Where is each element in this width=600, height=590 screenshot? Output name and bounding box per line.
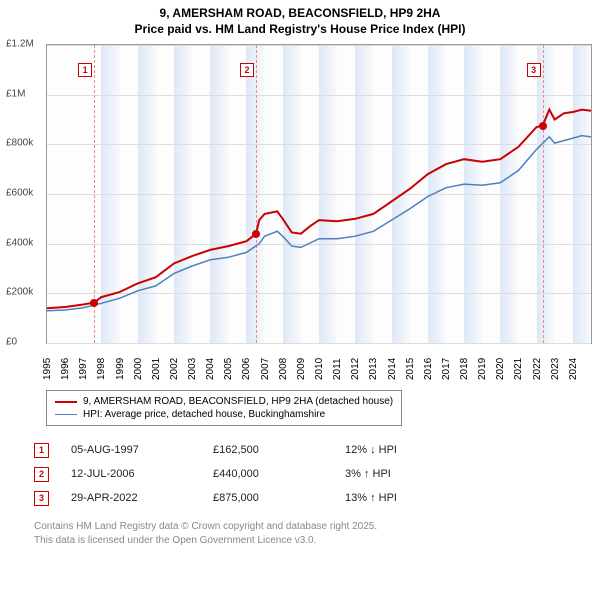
x-axis-label: 2005 xyxy=(223,358,234,380)
y-axis-label: £400k xyxy=(6,237,33,248)
y-axis-label: £600k xyxy=(6,188,33,199)
x-axis-label: 2023 xyxy=(550,358,561,380)
table-price: £162,500 xyxy=(213,444,323,456)
y-axis-label: £1M xyxy=(6,88,25,99)
table-marker: 2 xyxy=(34,467,49,482)
x-axis-label: 2000 xyxy=(133,358,144,380)
x-axis-label: 2019 xyxy=(477,358,488,380)
x-axis-label: 2012 xyxy=(350,358,361,380)
x-axis-label: 2004 xyxy=(205,358,216,380)
x-axis-label: 2013 xyxy=(368,358,379,380)
y-axis-label: £200k xyxy=(6,287,33,298)
footer-line-2: This data is licensed under the Open Gov… xyxy=(34,534,377,548)
x-axis-label: 2020 xyxy=(495,358,506,380)
table-date: 05-AUG-1997 xyxy=(71,444,191,456)
legend-row: HPI: Average price, detached house, Buck… xyxy=(55,408,393,421)
footer-attribution: Contains HM Land Registry data © Crown c… xyxy=(34,520,377,547)
table-marker: 3 xyxy=(34,491,49,506)
x-axis-label: 2010 xyxy=(314,358,325,380)
table-row: 2 12-JUL-2006 £440,000 3% ↑ HPI xyxy=(34,462,435,486)
table-row: 1 05-AUG-1997 £162,500 12% ↓ HPI xyxy=(34,438,435,462)
series-hpi xyxy=(47,136,591,311)
chart-area: 1 2 3 xyxy=(46,44,592,344)
x-axis-label: 1995 xyxy=(42,358,53,380)
y-axis-label: £800k xyxy=(6,138,33,149)
table-date: 12-JUL-2006 xyxy=(71,468,191,480)
marker-dot xyxy=(539,122,547,130)
table-price: £440,000 xyxy=(213,468,323,480)
y-axis-label: £0 xyxy=(6,337,17,348)
legend: 9, AMERSHAM ROAD, BEACONSFIELD, HP9 2HA … xyxy=(46,390,402,426)
x-axis-label: 2011 xyxy=(332,358,343,380)
x-axis-label: 2001 xyxy=(151,358,162,380)
y-axis-label: £1.2M xyxy=(6,39,34,50)
x-axis-label: 2022 xyxy=(532,358,543,380)
x-axis-label: 2024 xyxy=(568,358,579,380)
x-axis-label: 2006 xyxy=(241,358,252,380)
series-price_paid xyxy=(47,110,591,309)
legend-swatch xyxy=(55,401,77,403)
x-axis-label: 2021 xyxy=(513,358,524,380)
legend-label: 9, AMERSHAM ROAD, BEACONSFIELD, HP9 2HA … xyxy=(83,396,393,407)
y-gridline xyxy=(47,343,591,344)
x-axis-label: 2008 xyxy=(278,358,289,380)
x-axis-label: 1997 xyxy=(78,358,89,380)
table-row: 3 29-APR-2022 £875,000 13% ↑ HPI xyxy=(34,486,435,510)
marker-dot xyxy=(90,299,98,307)
x-axis-label: 1996 xyxy=(60,358,71,380)
chart-title-2: Price paid vs. HM Land Registry's House … xyxy=(0,22,600,38)
x-axis-label: 2014 xyxy=(387,358,398,380)
footer-line-1: Contains HM Land Registry data © Crown c… xyxy=(34,520,377,534)
marker-dot xyxy=(252,230,260,238)
marker-label-box: 2 xyxy=(240,63,254,77)
x-axis-label: 2015 xyxy=(405,358,416,380)
x-axis-label: 1998 xyxy=(96,358,107,380)
x-axis-label: 2002 xyxy=(169,358,180,380)
sales-table: 1 05-AUG-1997 £162,500 12% ↓ HPI 2 12-JUL-200… xyxy=(34,438,435,510)
x-axis-label: 2009 xyxy=(296,358,307,380)
x-axis-label: 1999 xyxy=(115,358,126,380)
legend-label: HPI: Average price, detached house, Buck… xyxy=(83,409,325,420)
chart-title-1: 9, AMERSHAM ROAD, BEACONSFIELD, HP9 2HA xyxy=(0,6,600,22)
x-axis-label: 2018 xyxy=(459,358,470,380)
x-axis-label: 2003 xyxy=(187,358,198,380)
x-axis-label: 2007 xyxy=(260,358,271,380)
marker-label-box: 3 xyxy=(527,63,541,77)
table-marker: 1 xyxy=(34,443,49,458)
table-pct: 3% ↑ HPI xyxy=(345,468,435,480)
table-pct: 13% ↑ HPI xyxy=(345,492,435,504)
x-axis-label: 2016 xyxy=(423,358,434,380)
x-axis-label: 2017 xyxy=(441,358,452,380)
table-date: 29-APR-2022 xyxy=(71,492,191,504)
marker-label-box: 1 xyxy=(78,63,92,77)
legend-row: 9, AMERSHAM ROAD, BEACONSFIELD, HP9 2HA … xyxy=(55,395,393,408)
table-price: £875,000 xyxy=(213,492,323,504)
legend-swatch xyxy=(55,414,77,415)
table-pct: 12% ↓ HPI xyxy=(345,444,435,456)
